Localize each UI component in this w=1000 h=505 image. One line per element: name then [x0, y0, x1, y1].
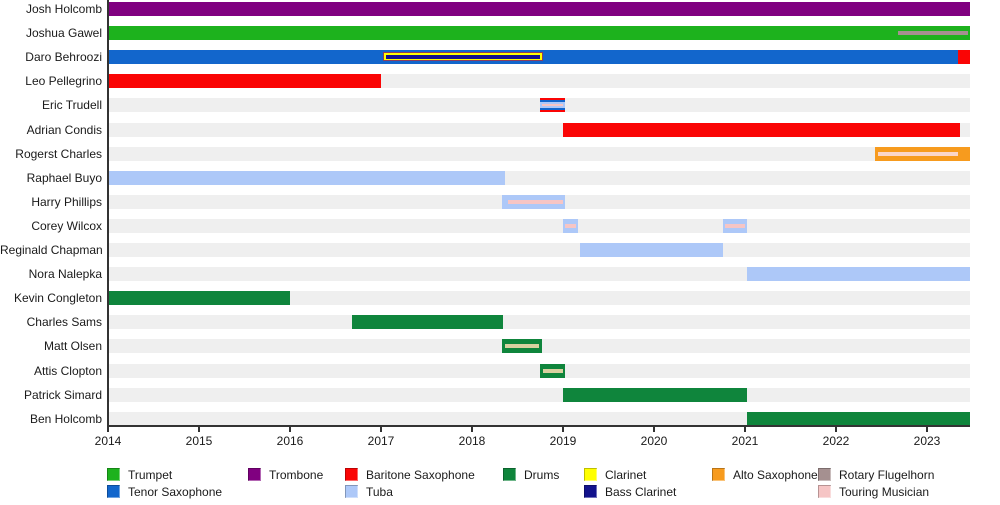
axis-tick-label: 2015: [185, 434, 213, 448]
axis-tick-label: 2014: [94, 434, 122, 448]
member-name: Joshua Gawel: [25, 26, 102, 41]
overlay-bar: [724, 223, 745, 228]
member-name: Raphael Buyo: [26, 170, 102, 185]
axis-tick: [198, 425, 200, 432]
timeline-bar: [108, 74, 381, 89]
axis-tick-label: 2020: [640, 434, 668, 448]
y-axis-line: [107, 0, 109, 427]
member-name: Matt Olsen: [43, 339, 102, 354]
member-name: Josh Holcomb: [25, 2, 102, 16]
member-name: Patrick Simard: [23, 387, 102, 402]
overlay-bar: [564, 223, 576, 228]
timeline-bar: [746, 411, 970, 426]
overlay-bar: [897, 31, 968, 36]
row-track: [108, 363, 970, 378]
legend-swatch: [584, 485, 597, 498]
axis-tick: [653, 425, 655, 432]
member-name: Leo Pellegrino: [25, 74, 102, 89]
axis-tick-label: 2018: [458, 434, 486, 448]
timeline-bar: [108, 170, 505, 185]
overlay-bar: [385, 55, 541, 60]
axis-tick: [744, 425, 746, 432]
overlay-bar: [504, 344, 540, 349]
timeline-bar: [351, 315, 503, 330]
legend-swatch: [345, 468, 358, 481]
row-track: [108, 387, 970, 402]
axis-tick: [471, 425, 473, 432]
legend-swatch: [107, 485, 120, 498]
overlay-bar: [508, 199, 563, 204]
axis-tick: [380, 425, 382, 432]
member-name: Adrian Condis: [26, 122, 102, 137]
row-track: [108, 218, 970, 233]
row-track: [108, 315, 970, 330]
member-name: Nora Nalepka: [28, 267, 102, 282]
legend-swatch: [345, 485, 358, 498]
x-axis-line: [107, 425, 970, 427]
member-name: Daro Behroozi: [25, 50, 102, 65]
member-name: Rogerst Charles: [15, 146, 102, 161]
row-track: [108, 98, 970, 113]
member-name: Eric Trudell: [41, 98, 102, 113]
legend-label: Alto Saxophone: [733, 468, 818, 482]
axis-tick: [926, 425, 928, 432]
legend-swatch: [107, 468, 120, 481]
legend-label: Baritone Saxophone: [366, 468, 475, 482]
legend-label: Clarinet: [605, 468, 647, 482]
timeline-bar: [108, 2, 970, 16]
legend-swatch: [584, 468, 597, 481]
axis-tick-label: 2022: [822, 434, 850, 448]
timeline-bar: [957, 50, 970, 65]
legend-swatch: [248, 468, 261, 481]
timeline-bar: [108, 26, 970, 41]
legend-label: Trombone: [269, 468, 324, 482]
legend-swatch: [712, 468, 725, 481]
axis-tick-label: 2021: [731, 434, 759, 448]
overlay-bar: [877, 151, 958, 156]
axis-tick-label: 2017: [367, 434, 395, 448]
legend-label: Trumpet: [128, 468, 173, 482]
axis-tick: [107, 425, 109, 432]
timeline-bar: [563, 387, 747, 402]
axis-tick: [562, 425, 564, 432]
member-name: Kevin Congleton: [13, 291, 102, 306]
axis-tick-label: 2016: [276, 434, 304, 448]
member-name: Attis Clopton: [33, 363, 102, 378]
legend-label: Bass Clarinet: [605, 485, 677, 499]
timeline-bar: [108, 291, 290, 306]
timeline-bar: [580, 243, 724, 257]
axis-tick: [289, 425, 291, 432]
member-name: Harry Phillips: [31, 194, 102, 209]
member-name: Reginald Chapman: [0, 243, 103, 257]
legend-label: Drums: [524, 468, 560, 482]
member-name: Charles Sams: [26, 315, 102, 330]
legend-label: Tenor Saxophone: [128, 485, 223, 499]
legend-label: Tuba: [366, 485, 393, 499]
legend-swatch: [818, 485, 831, 498]
axis-tick-label: 2019: [549, 434, 577, 448]
row-track: [108, 291, 970, 306]
timeline-bar: [563, 122, 960, 137]
overlay-bar: [542, 104, 563, 107]
legend-label: Rotary Flugelhorn: [839, 468, 935, 482]
row-track: [108, 146, 970, 161]
overlay-bar: [542, 368, 563, 373]
legend-swatch: [818, 468, 831, 481]
axis-tick: [835, 425, 837, 432]
member-name: Ben Holcomb: [29, 411, 102, 426]
timeline-bar: [746, 267, 970, 282]
legend-swatch: [503, 468, 516, 481]
member-name: Corey Wilcox: [31, 218, 102, 233]
row-track: [108, 243, 970, 257]
legend-label: Touring Musician: [839, 485, 930, 499]
axis-tick-label: 2023: [913, 434, 941, 448]
